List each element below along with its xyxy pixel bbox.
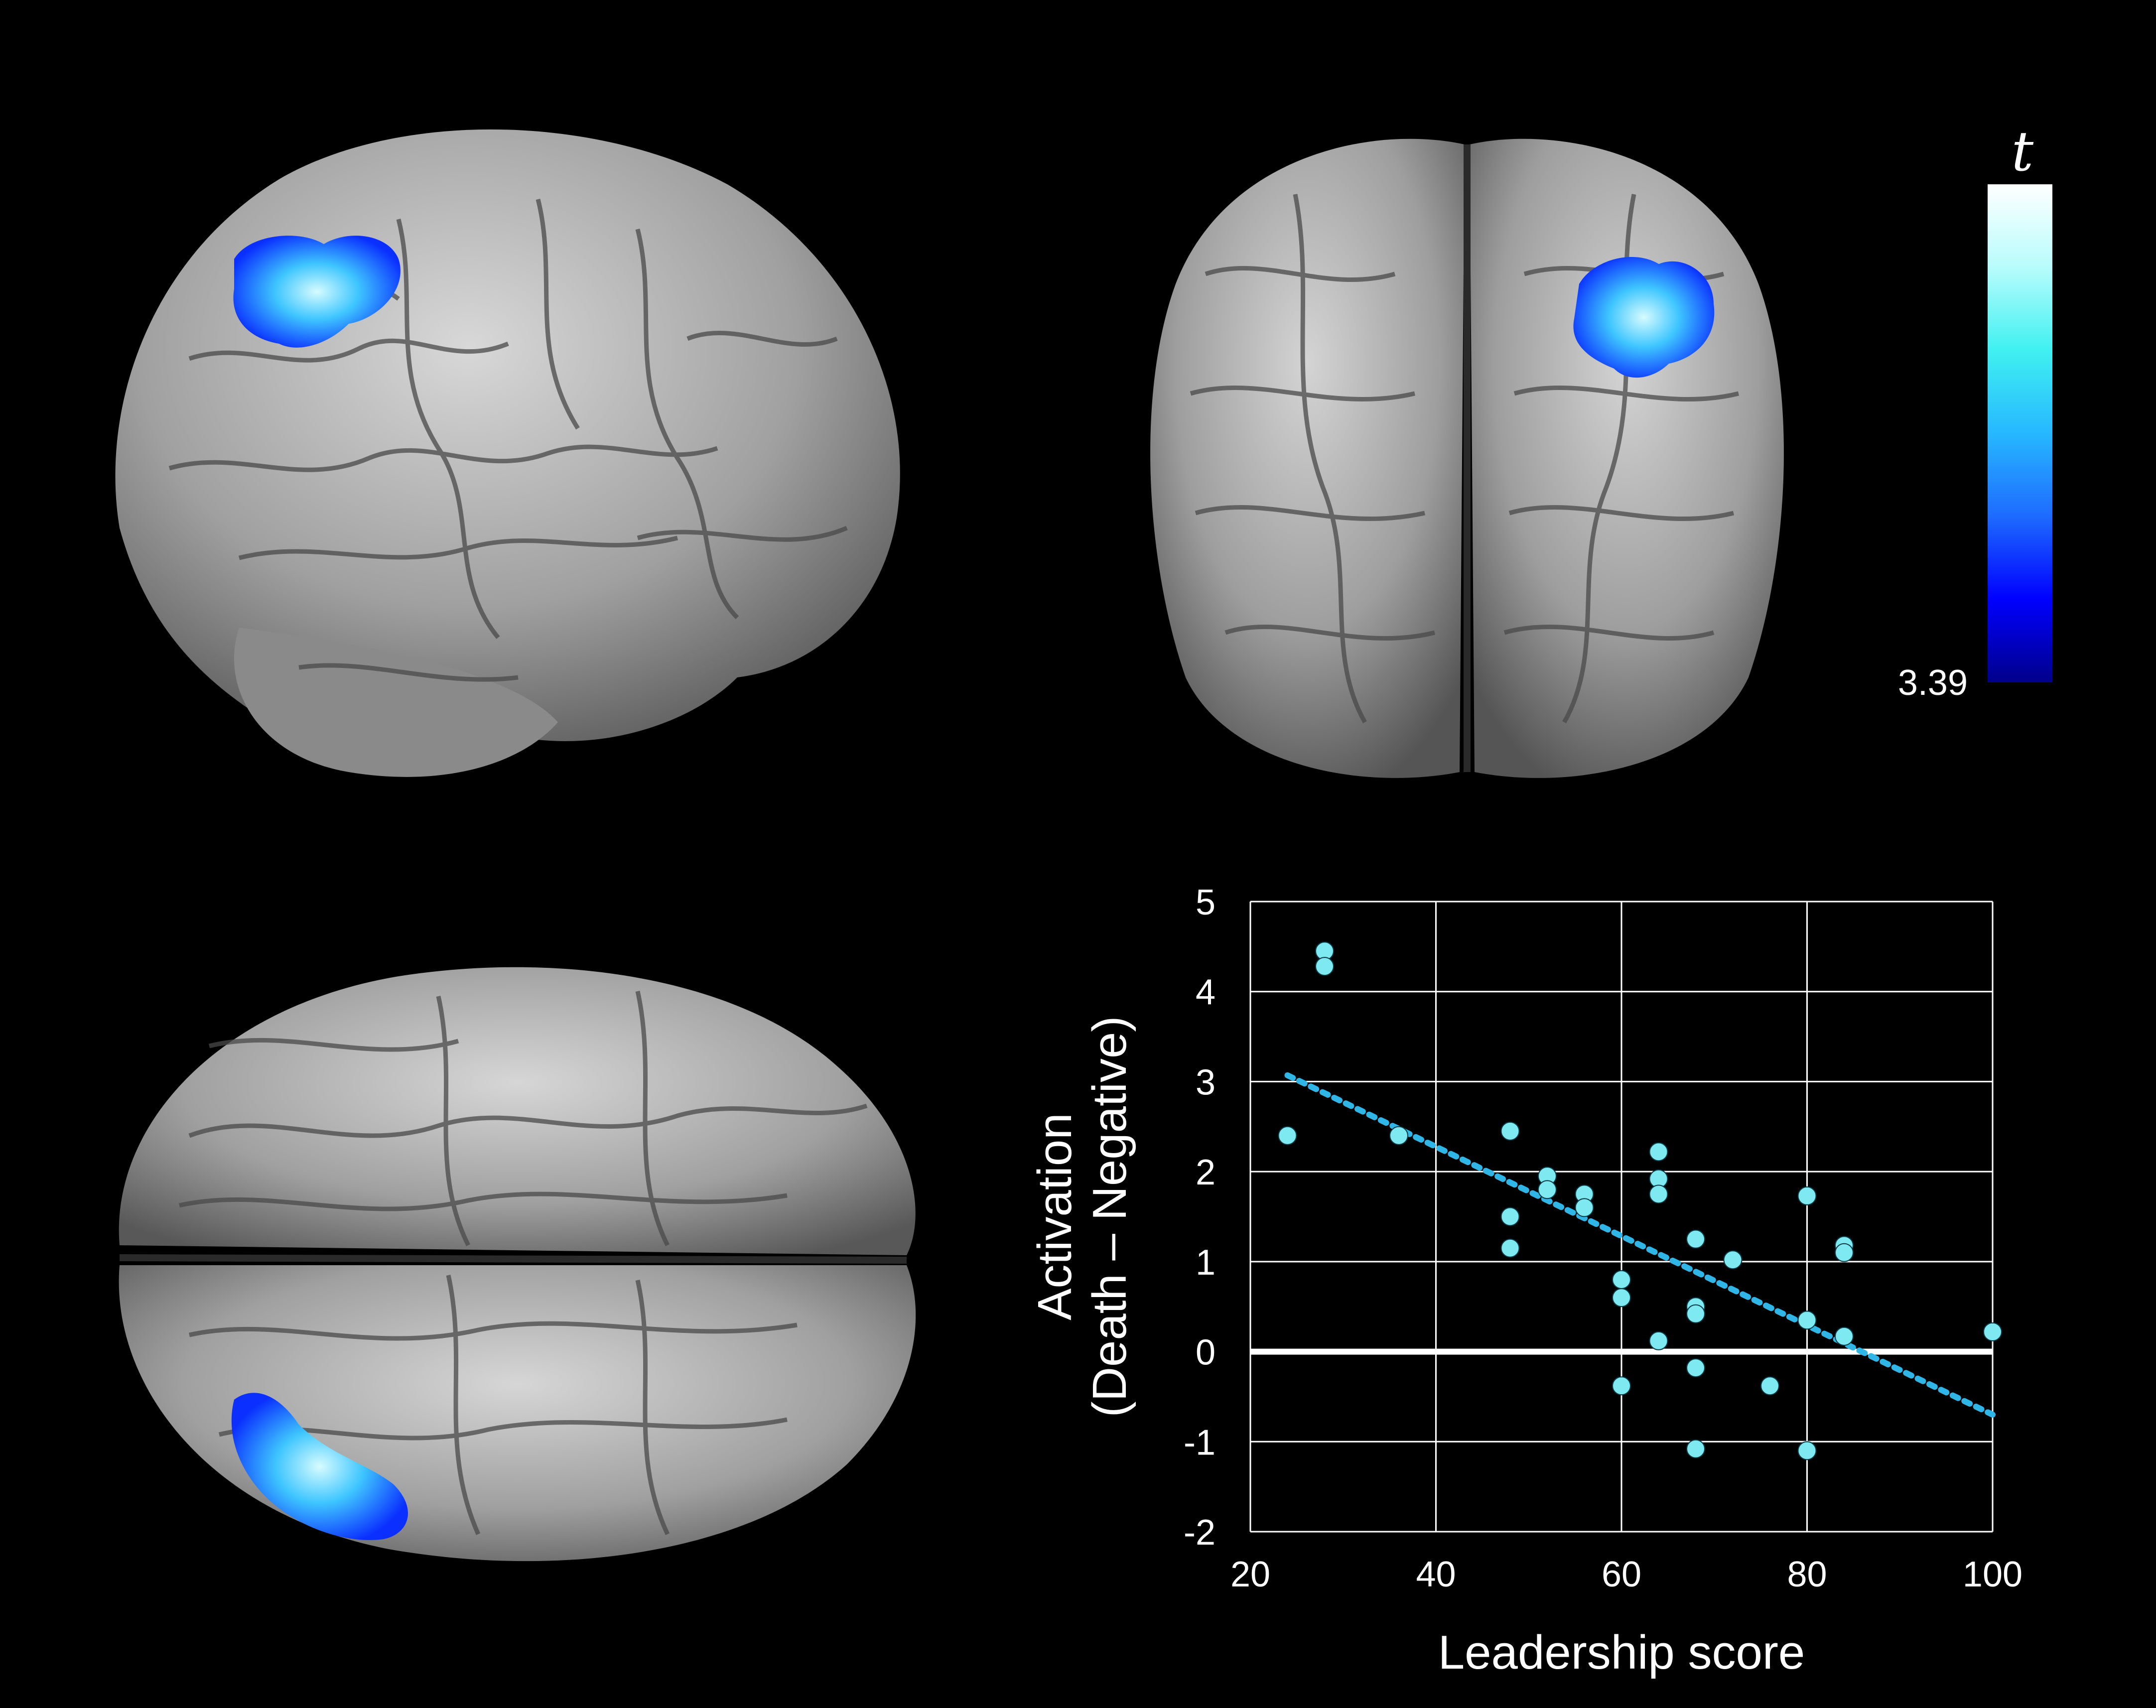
chart-points bbox=[1278, 941, 2002, 1460]
brain-lateral-image bbox=[115, 129, 900, 777]
x-tick-label: 100 bbox=[1963, 1555, 2022, 1594]
brain-lateral-sulci bbox=[168, 198, 848, 682]
data-point bbox=[1686, 1229, 1705, 1249]
brain-posterior-left-hemisphere bbox=[1150, 138, 1465, 778]
colorbar-t-label: t bbox=[2011, 120, 2034, 183]
colorbar-gradient bbox=[1988, 184, 2052, 682]
y-tick-label: 1 bbox=[1196, 1243, 1215, 1283]
data-point bbox=[1538, 1180, 1557, 1199]
data-point bbox=[1612, 1270, 1631, 1289]
x-tick-label: 40 bbox=[1416, 1555, 1456, 1594]
y-tick-label: 3 bbox=[1196, 1062, 1215, 1102]
data-point bbox=[1760, 1376, 1779, 1396]
data-point bbox=[1835, 1243, 1854, 1262]
data-point bbox=[1612, 1288, 1631, 1308]
data-point bbox=[1797, 1311, 1817, 1330]
data-point bbox=[1612, 1376, 1631, 1396]
y-tick-label: 5 bbox=[1196, 883, 1215, 922]
brain-superior-upper-hemisphere bbox=[119, 967, 916, 1255]
y-tick-labels: -2 -1 0 1 2 3 4 5 bbox=[1184, 883, 1215, 1553]
trend-line bbox=[1284, 1072, 1996, 1418]
data-point bbox=[1315, 957, 1334, 976]
data-point bbox=[1500, 1121, 1520, 1141]
x-tick-label: 80 bbox=[1787, 1555, 1827, 1594]
y-tick-label: -1 bbox=[1184, 1423, 1215, 1462]
y-axis-label: Activation (Death – Negative) bbox=[1028, 1016, 1136, 1418]
brain-posterior-image bbox=[1150, 138, 1784, 778]
data-point bbox=[1500, 1238, 1520, 1258]
data-point bbox=[1686, 1358, 1705, 1378]
colorbar bbox=[1973, 125, 2062, 712]
y-tick-label: 4 bbox=[1196, 973, 1215, 1013]
brain-posterior-view bbox=[1116, 115, 1818, 802]
data-point bbox=[1723, 1250, 1743, 1270]
brain-superior-activation bbox=[231, 1393, 408, 1540]
data-point bbox=[1649, 1184, 1668, 1204]
brain-posterior-activation bbox=[1573, 257, 1715, 378]
y-axis-label-line2: (Death – Negative) bbox=[1083, 1016, 1136, 1418]
data-point bbox=[1797, 1186, 1817, 1205]
x-axis-label: Leadership score bbox=[1438, 1626, 1805, 1679]
data-point bbox=[1835, 1326, 1854, 1346]
data-point bbox=[1575, 1198, 1594, 1217]
chart-grid bbox=[1249, 901, 1994, 1533]
y-tick-label: 0 bbox=[1196, 1333, 1215, 1373]
data-point bbox=[1649, 1331, 1668, 1350]
y-axis-label-line1: Activation bbox=[1028, 1113, 1081, 1320]
x-tick-label: 60 bbox=[1602, 1555, 1641, 1594]
data-point bbox=[1983, 1322, 2002, 1341]
data-point bbox=[1500, 1207, 1520, 1226]
data-point bbox=[1686, 1304, 1705, 1323]
brain-lateral-view bbox=[90, 110, 937, 817]
data-point bbox=[1649, 1142, 1668, 1162]
brain-superior-view bbox=[90, 936, 937, 1619]
brain-superior-image bbox=[119, 967, 916, 1562]
data-point bbox=[1797, 1441, 1817, 1460]
brain-lateral-activation bbox=[233, 236, 401, 348]
data-point bbox=[1686, 1439, 1705, 1458]
data-point bbox=[1389, 1126, 1408, 1145]
y-tick-label: 2 bbox=[1196, 1153, 1215, 1192]
data-point bbox=[1278, 1126, 1297, 1145]
y-tick-label: -2 bbox=[1184, 1513, 1215, 1553]
x-tick-label: 20 bbox=[1230, 1555, 1270, 1594]
brain-lateral-cortex bbox=[115, 129, 900, 750]
colorbar-min-value: 3.39 bbox=[1897, 663, 1968, 703]
x-tick-labels: 20 40 60 80 100 bbox=[1230, 1555, 2022, 1594]
